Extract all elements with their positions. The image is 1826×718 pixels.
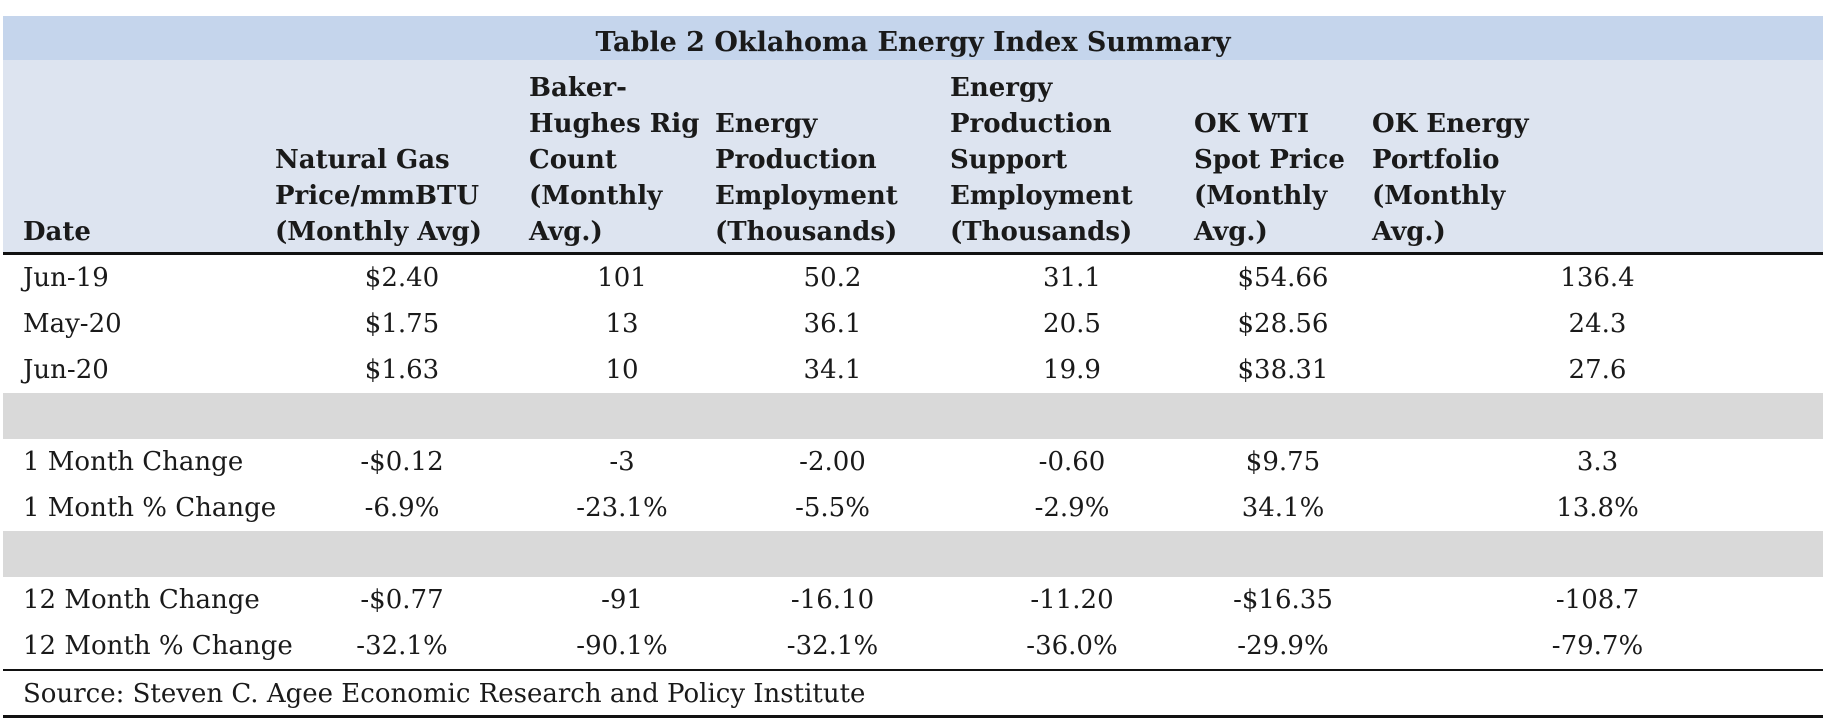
header-line: (Monthly [1194, 180, 1328, 211]
header-line: OK Energy [1372, 108, 1529, 139]
table-cell: -108.7 [1555, 584, 1640, 615]
header-line: Hughes Rig [529, 108, 700, 139]
table-cell: 13 [605, 308, 639, 339]
table-cell: 50.2 [803, 262, 862, 293]
table-cell: -79.7% [1372, 622, 1823, 671]
table-body: Jun-19 $2.40 101 50.2 31.1 $54.66 136.4 May-20 $… [3, 253, 1823, 671]
table-cell: 36.1 [803, 308, 862, 339]
header-line: Price/mmBTU [275, 180, 480, 211]
row-label: Jun-20 [23, 354, 109, 385]
header-line: Count [529, 144, 617, 175]
table-cell: 10 [605, 354, 639, 385]
column-header: Energy Production Employment (Thousands) [715, 60, 950, 255]
header-line: Natural Gas [275, 144, 450, 175]
table-cell: -32.1% [275, 622, 529, 671]
header-line: Avg.) [1372, 216, 1446, 247]
column-header: Baker- Hughes Rig Count (Monthly Avg.) [529, 60, 715, 255]
header-line: Spot Price [1194, 144, 1345, 175]
table-cell: 34.1 [803, 354, 862, 385]
table-cell: -0.60 [1038, 446, 1106, 477]
table-cell: $28.56 [1237, 308, 1329, 339]
row-label: 12 Month % Change [3, 622, 293, 671]
header-line: Production [715, 144, 877, 175]
header-line: Employment [715, 180, 898, 211]
table-cell: -2.9% [1034, 492, 1110, 523]
table-cell: -2.00 [799, 446, 866, 477]
table-cell: $54.66 [1237, 262, 1329, 293]
table-row: Jun-19 $2.40 101 50.2 31.1 $54.66 136.4 [3, 253, 1823, 301]
energy-index-table: Table 2 Oklahoma Energy Index Summary Da… [3, 16, 1823, 718]
column-header: Natural Gas Price/mmBTU (Monthly Avg) [275, 60, 529, 255]
row-label: 1 Month % Change [23, 492, 277, 523]
header-line: Energy [950, 72, 1053, 103]
row-label: 1 Month Change [23, 446, 244, 477]
summary-table: Date Natural Gas Price/mmBTU (Monthly Avg) B… [3, 60, 1823, 671]
table-row: Jun-20 $1.63 10 34.1 19.9 $38.31 27.6 [3, 347, 1823, 393]
table-cell: -16.10 [790, 584, 875, 615]
spacer-row [3, 530, 1823, 577]
header-line: Date [23, 216, 91, 247]
column-header: OK Energy Portfolio (Monthly Avg.) [1372, 60, 1823, 255]
table-cell: 31.1 [1043, 262, 1101, 293]
header-date: Date [3, 60, 275, 255]
table-cell: -36.0% [950, 622, 1194, 671]
table-cell: -$16.35 [1233, 584, 1333, 615]
header-line: Production [950, 108, 1112, 139]
table-cell: -$0.77 [360, 584, 444, 615]
table-cell: -11.20 [1030, 584, 1114, 615]
table-cell: 3.3 [1576, 446, 1619, 477]
spacer-cell [3, 392, 1823, 439]
table-cell: 136.4 [1560, 262, 1635, 293]
spacer-row [3, 392, 1823, 439]
header-line: Employment [950, 180, 1133, 211]
table-row: 12 Month Change -$0.77 -91 -16.10 -11.20 -$16… [3, 577, 1823, 623]
table-cell: 19.9 [1043, 354, 1101, 385]
table-cell: 20.5 [1043, 308, 1101, 339]
table-cell: $2.40 [364, 262, 440, 293]
table-cell: $1.63 [364, 354, 440, 385]
header-line: Avg.) [1194, 216, 1268, 247]
header-row: Date Natural Gas Price/mmBTU (Monthly Avg) B… [3, 60, 1823, 255]
header-line: Avg.) [529, 216, 603, 247]
table-cell: -$0.12 [360, 446, 444, 477]
header-line: Support [950, 144, 1068, 175]
table-row: 1 Month % Change -6.9% -23.1% -5.5% -2.9% 34.… [3, 485, 1823, 531]
spacer-cell [3, 530, 1823, 577]
table-row: May-20 $1.75 13 36.1 20.5 $28.56 24.3 [3, 301, 1823, 347]
table-cell: $9.75 [1245, 446, 1321, 477]
table-cell: -91 [601, 584, 643, 615]
table-cell: -32.1% [715, 622, 950, 671]
table-cell: 101 [597, 262, 647, 293]
table-cell: 27.6 [1568, 354, 1627, 385]
table-cell: 34.1% [1241, 492, 1325, 523]
table-cell: $38.31 [1237, 354, 1329, 385]
table-cell: -5.5% [795, 492, 870, 523]
table-cell: -29.9% [1194, 622, 1372, 671]
table-cell: -90.1% [529, 622, 715, 671]
header-line: Baker- [529, 72, 627, 103]
header-line: OK WTI [1194, 108, 1310, 139]
header-line: (Thousands) [950, 216, 1133, 247]
header-line: Portfolio [1372, 144, 1500, 175]
table-row: 1 Month Change -$0.12 -3 -2.00 -0.60 $9.75 3.3 [3, 439, 1823, 485]
header-line: (Monthly [1372, 180, 1506, 211]
table-cell: $1.75 [364, 308, 440, 339]
row-label: May-20 [23, 308, 122, 339]
header-line: Energy [715, 108, 818, 139]
table-cell: 24.3 [1568, 308, 1627, 339]
header-line: (Monthly Avg) [275, 216, 482, 247]
source-note: Source: Steven C. Agee Economic Research… [3, 671, 1823, 718]
column-header: OK WTI Spot Price (Monthly Avg.) [1194, 60, 1372, 255]
header-line: (Monthly [529, 180, 663, 211]
row-label: 12 Month Change [23, 584, 260, 615]
table-cell: -6.9% [364, 492, 440, 523]
column-header: Energy Production Support Employment (Thousa… [950, 60, 1194, 255]
table-cell: -23.1% [576, 492, 668, 523]
row-label: Jun-19 [23, 262, 109, 293]
table-row: 12 Month % Change -32.1% -90.1% -32.1% -36.0… [3, 622, 1823, 671]
table-title: Table 2 Oklahoma Energy Index Summary [3, 16, 1823, 60]
table-cell: 13.8% [1556, 492, 1639, 523]
header-line: (Thousands) [715, 216, 898, 247]
table-cell: -3 [609, 446, 635, 477]
